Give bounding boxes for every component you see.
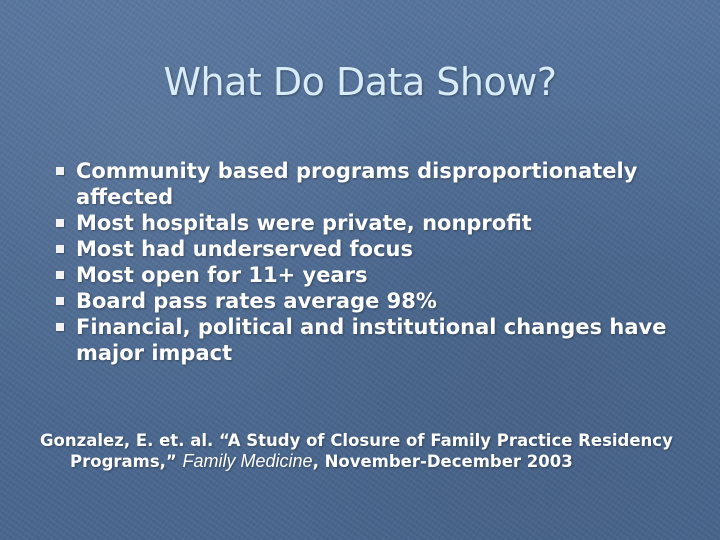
bullet-text: Community based programs disproportionat…: [76, 159, 638, 209]
bullet-list: Community based programs disproportionat…: [44, 158, 684, 366]
square-bullet-icon: [56, 323, 64, 331]
citation-line2: Programs,” Family Medicine, November-Dec…: [40, 451, 680, 472]
bullet-text: Most open for 11+ years: [76, 263, 368, 287]
bullet-text: Board pass rates average 98%: [76, 289, 437, 313]
slide-title: What Do Data Show?: [163, 60, 557, 104]
square-bullet-icon: [56, 245, 64, 253]
bullet-item: Most hospitals were private, nonprofit: [44, 210, 684, 236]
bullet-text: Most had underserved focus: [76, 237, 414, 261]
citation-journal: Family Medicine: [182, 451, 313, 471]
bullet-text: Financial, political and institutional c…: [76, 315, 667, 365]
bullet-item: Board pass rates average 98%: [44, 288, 684, 314]
citation-line1: Gonzalez, E. et. al. “A Study of Closure…: [40, 431, 673, 450]
bullet-item: Community based programs disproportionat…: [44, 158, 684, 210]
bullet-item: Financial, political and institutional c…: [44, 314, 684, 366]
citation-prefix: Programs,”: [70, 452, 177, 471]
square-bullet-icon: [56, 219, 64, 227]
citation-suffix: , November-December 2003: [312, 452, 573, 471]
square-bullet-icon: [56, 167, 64, 175]
bullet-item: Most had underserved focus: [44, 236, 684, 262]
square-bullet-icon: [56, 271, 64, 279]
citation: Gonzalez, E. et. al. “A Study of Closure…: [40, 430, 680, 472]
square-bullet-icon: [56, 297, 64, 305]
bullet-text: Most hospitals were private, nonprofit: [76, 211, 532, 235]
bullet-item: Most open for 11+ years: [44, 262, 684, 288]
